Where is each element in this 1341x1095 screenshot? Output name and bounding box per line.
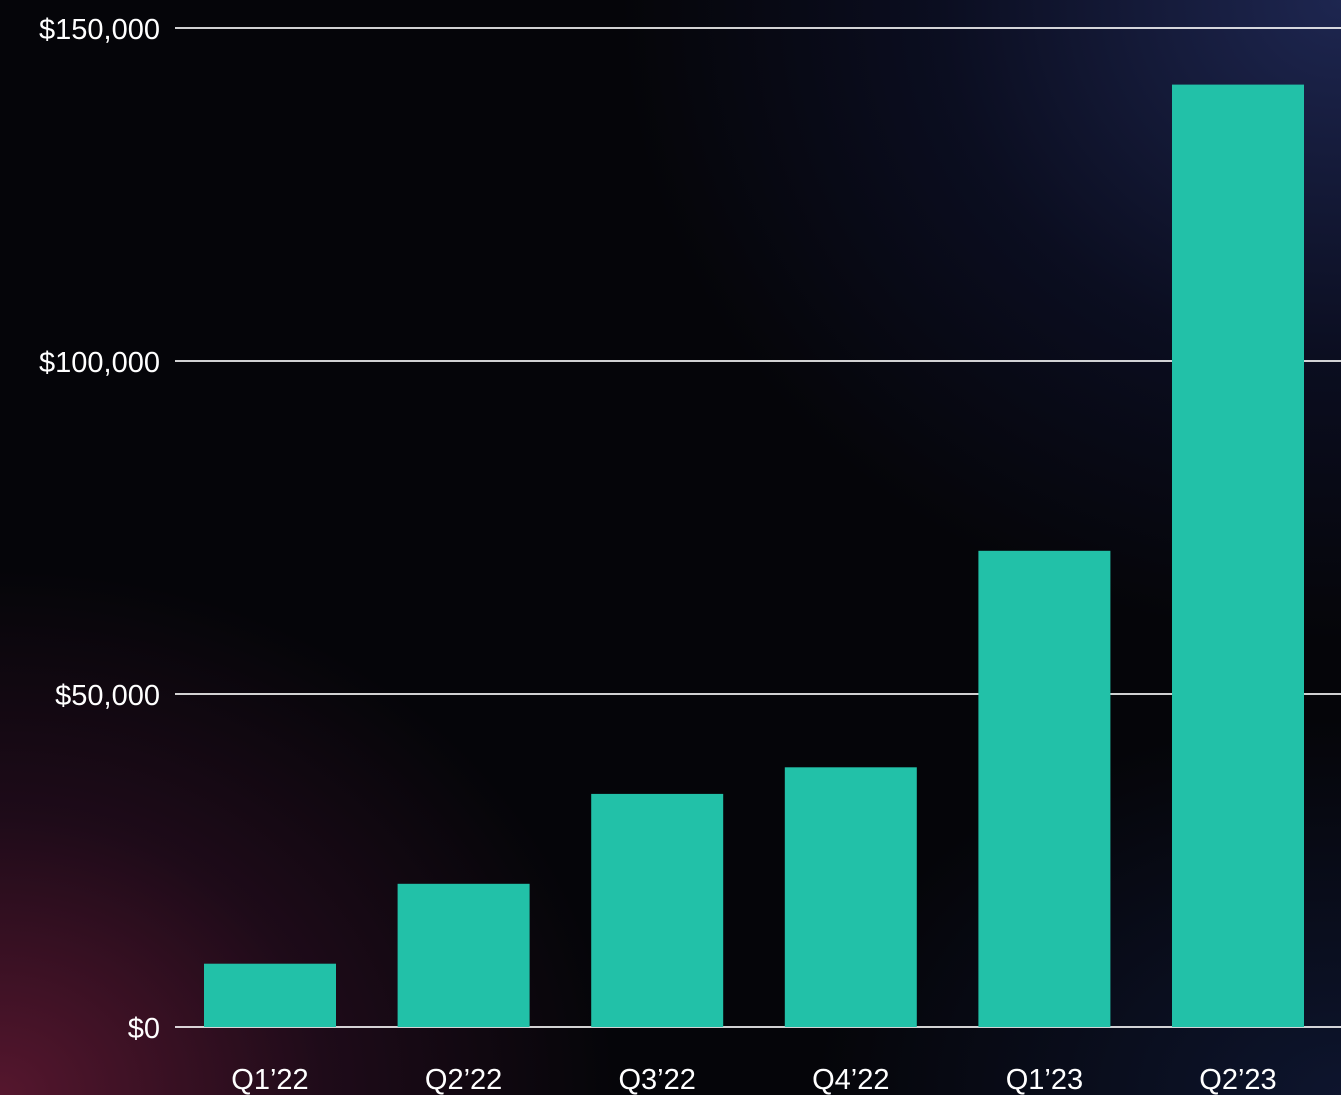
x-tick-label-5: Q2’23 bbox=[1199, 1064, 1276, 1095]
y-tick-label-2: $100,000 bbox=[39, 347, 160, 379]
y-tick-label-1: $50,000 bbox=[55, 680, 160, 712]
bar-4 bbox=[978, 550, 1111, 1027]
bar-5 bbox=[1172, 84, 1304, 1028]
x-tick-label-3: Q4’22 bbox=[812, 1064, 889, 1095]
bar-1 bbox=[397, 883, 530, 1027]
y-axis-tick-labels: $0 $50,000 $100,000 $150,000 bbox=[39, 14, 160, 1045]
bars bbox=[204, 84, 1304, 1028]
y-tick-label-0: $0 bbox=[128, 1013, 160, 1045]
x-tick-label-4: Q1’23 bbox=[1006, 1064, 1083, 1095]
x-tick-label-2: Q3’22 bbox=[619, 1064, 696, 1095]
gridlines bbox=[175, 27, 1341, 1028]
x-axis-tick-labels: Q1’22 Q2’22 Q3’22 Q4’22 Q1’23 Q2’23 bbox=[231, 1064, 1276, 1095]
y-tick-label-3: $150,000 bbox=[39, 14, 160, 46]
bar-0 bbox=[204, 963, 336, 1027]
bar-2 bbox=[591, 793, 724, 1027]
bar-3 bbox=[784, 767, 917, 1027]
x-tick-label-1: Q2’22 bbox=[425, 1064, 502, 1095]
x-tick-label-0: Q1’22 bbox=[231, 1064, 308, 1095]
